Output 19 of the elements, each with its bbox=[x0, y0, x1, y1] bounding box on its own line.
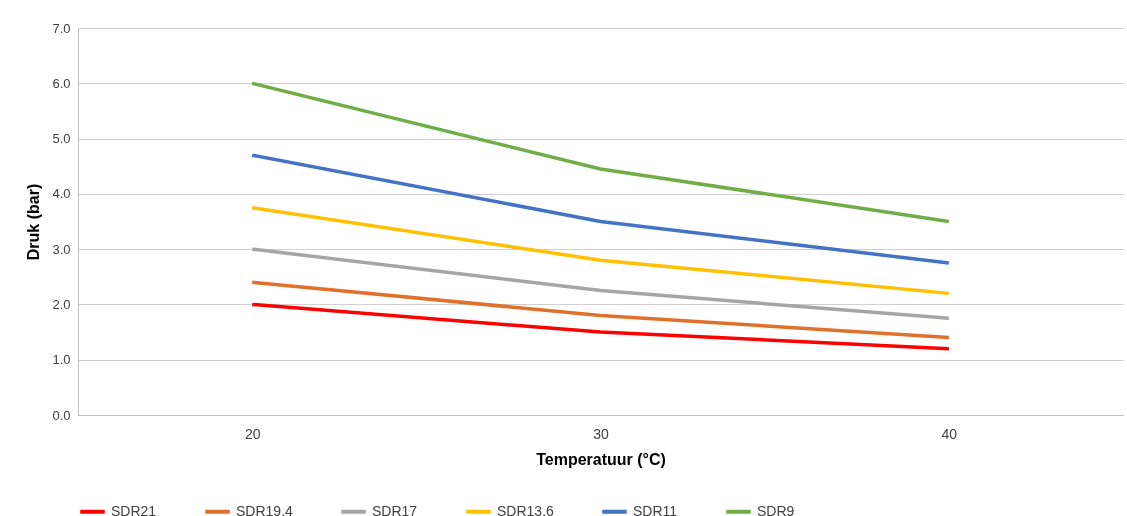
y-tick-label: 4.0 bbox=[52, 186, 71, 202]
y-tick-label: 6.0 bbox=[52, 75, 71, 91]
y-tick-label: 3.0 bbox=[52, 241, 71, 257]
x-tick-label: 30 bbox=[593, 425, 609, 442]
y-tick-label: 0.0 bbox=[52, 407, 71, 423]
legend-label: SDR21 bbox=[111, 502, 157, 516]
legend-label: SDR19.4 bbox=[236, 502, 294, 516]
x-tick-label: 20 bbox=[244, 425, 261, 442]
x-tick-label: 40 bbox=[941, 425, 958, 442]
legend-label: SDR13.6 bbox=[497, 502, 555, 516]
y-tick-label: 5.0 bbox=[52, 131, 71, 147]
y-tick-label: 7.0 bbox=[52, 20, 71, 36]
legend-label: SDR9 bbox=[757, 502, 795, 516]
y-tick-label: 2.0 bbox=[52, 296, 71, 312]
y-axis-title: Druk (bar) bbox=[25, 183, 43, 261]
legend-label: SDR11 bbox=[633, 502, 678, 516]
x-axis-title: Temperatuur (°C) bbox=[536, 450, 666, 468]
legend-label: SDR17 bbox=[372, 502, 418, 516]
y-tick-label: 1.0 bbox=[52, 352, 71, 368]
